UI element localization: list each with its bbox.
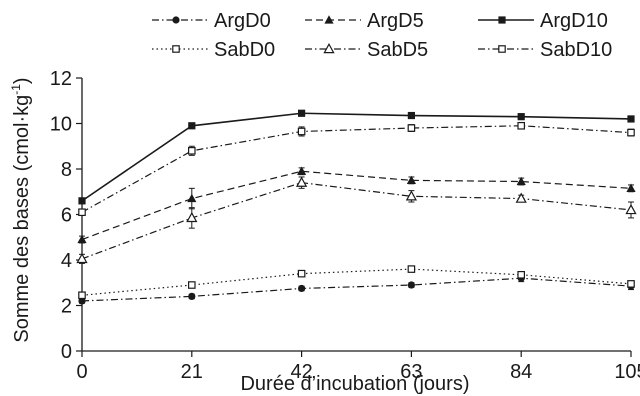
legend: ArgD0 ArgD5 ArgD10 SabD0 SabD5 SabD10 (152, 10, 612, 61)
legend-marker (172, 16, 180, 24)
data-point (297, 166, 307, 175)
data-point (407, 111, 415, 120)
x-tick-label: 84 (510, 361, 532, 383)
data-point (405, 190, 418, 201)
data-point (187, 193, 197, 203)
x-axis-label: Durée d’incubation (jours) (240, 373, 469, 395)
x-tick-label: 0 (76, 361, 87, 383)
legend-item-ArgD5: ArgD5 (305, 10, 424, 32)
data-point (188, 122, 196, 130)
data-point (515, 192, 527, 203)
legend-label: ArgD0 (214, 10, 271, 32)
data-point (298, 109, 306, 117)
series-line (81, 112, 632, 202)
x-tick-label: 63 (400, 361, 422, 383)
y-ticks: 0 2 4 6 8 10 12 (50, 68, 82, 363)
series-line (81, 170, 632, 241)
data-point (407, 265, 416, 273)
y-axis-label: Somme des bases (cmol·kg-1) (9, 77, 33, 342)
x-tick-label: 42 (290, 361, 312, 383)
y-axis-label-main: Somme des bases (cmol·kg (11, 95, 33, 343)
legend-item-ArgD10: ArgD10 (478, 10, 608, 32)
legend-item-SabD10: SabD10 (478, 39, 612, 61)
data-point (517, 270, 526, 279)
legend-marker (324, 15, 334, 24)
legend-marker (498, 16, 506, 24)
data-point (627, 128, 635, 137)
legend-item-SabD0: SabD0 (152, 39, 275, 61)
data-point (626, 183, 636, 192)
data-point (188, 292, 196, 300)
series-ArgD10 (78, 109, 635, 205)
y-tick-label: 6 (61, 205, 72, 227)
legend-item-SabD5: SabD5 (305, 39, 428, 61)
y-tick-label: 2 (61, 296, 72, 318)
series-ArgD0 (78, 274, 635, 305)
data-point (78, 197, 86, 205)
series-ArgD5 (77, 166, 636, 244)
series-line (81, 277, 632, 302)
data-point (516, 176, 526, 186)
data-point (625, 203, 637, 215)
legend-label: SabD5 (367, 39, 428, 61)
data-point (78, 291, 86, 300)
data-point (77, 234, 87, 244)
data-point (627, 115, 635, 123)
data-point (78, 297, 86, 305)
series-SabD10 (78, 121, 635, 217)
x-tick-label: 21 (181, 361, 203, 383)
data-point (406, 175, 416, 184)
data-point (78, 208, 86, 217)
y-axis-label-sup: -1 (9, 84, 23, 95)
plot-area (76, 109, 637, 305)
series-line (81, 182, 632, 260)
series-SabD0 (78, 265, 635, 300)
data-point (407, 124, 416, 132)
data-point (188, 281, 196, 289)
data-point (298, 284, 306, 293)
legend-marker (498, 45, 506, 53)
data-point (76, 252, 88, 264)
y-tick-label: 4 (61, 250, 72, 272)
series-line (81, 125, 632, 213)
legend-item-ArgD0: ArgD0 (152, 10, 271, 32)
legend-label: SabD0 (214, 39, 275, 61)
legend-label: ArgD5 (367, 10, 424, 32)
series-line (81, 268, 632, 296)
x-ticks: 0 21 42 63 84 105 (76, 351, 640, 383)
legend-label: SabD10 (540, 39, 612, 61)
data-point (407, 281, 415, 289)
y-tick-label: 12 (50, 68, 72, 90)
data-point (297, 127, 306, 136)
data-point (297, 269, 306, 278)
data-point (188, 147, 196, 155)
legend-marker (323, 42, 335, 54)
legend-label: ArgD10 (540, 10, 608, 32)
x-tick-label: 105 (614, 361, 640, 383)
data-point (627, 280, 635, 288)
data-point (295, 176, 308, 187)
series-SabD5 (76, 176, 637, 264)
data-point (517, 113, 525, 121)
y-tick-label: 8 (61, 159, 72, 181)
data-point (517, 121, 526, 130)
y-tick-label: 0 (61, 341, 72, 363)
y-tick-label: 10 (50, 114, 72, 136)
data-point (186, 211, 198, 223)
legend-marker (172, 45, 180, 53)
axes: 0 2 4 6 8 10 12 0 21 42 63 84 105 (50, 68, 640, 383)
y-axis-label-end: ) (11, 77, 33, 84)
